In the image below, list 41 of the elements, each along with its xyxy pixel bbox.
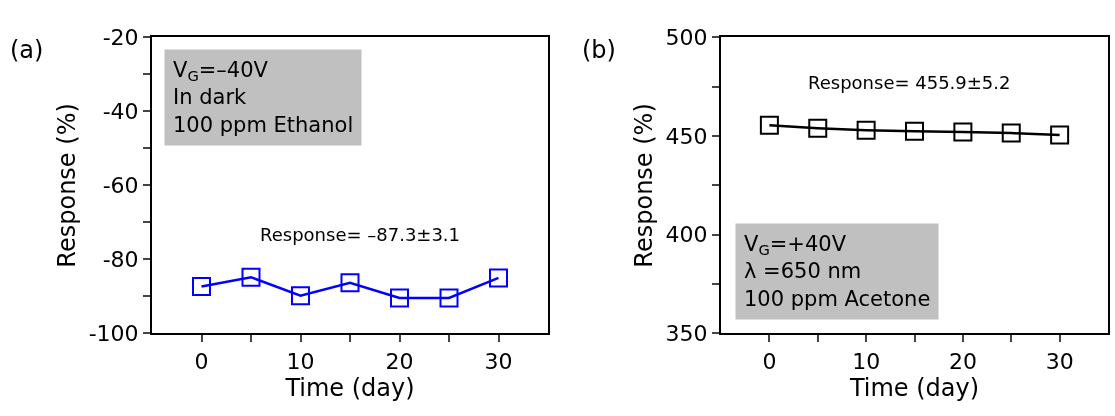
point: [905, 121, 924, 141]
point: [192, 276, 211, 296]
x-tick-label: 10: [286, 348, 315, 374]
x-axis-title: Time (day): [284, 373, 415, 402]
point: [489, 268, 508, 288]
point: [1050, 125, 1070, 145]
x-tick-label: 10: [852, 348, 881, 374]
point: [953, 122, 973, 142]
y-tick-label: 500: [665, 25, 708, 51]
point: [808, 118, 828, 138]
y-tick-label: -60: [102, 173, 139, 199]
x-tick-label: 30: [1045, 348, 1074, 374]
y-tick-label: 450: [665, 123, 708, 149]
y-tick-label: -40: [102, 99, 139, 125]
x-tick-label: 0: [762, 348, 777, 374]
point: [1001, 123, 1021, 143]
x-tick-label: 30: [484, 348, 513, 374]
point: [291, 286, 310, 306]
y-tick-label: -80: [102, 247, 139, 273]
point: [856, 120, 876, 140]
text: (b): [582, 36, 616, 64]
y-tick-label: -100: [88, 321, 139, 347]
y-tick-label: -20: [102, 25, 139, 51]
annotation: V$_{G}$=+40V λ =650 nm 100 ppm Acetone: [744, 232, 931, 311]
y-axis-title: Response (%): [630, 103, 659, 268]
point: [390, 288, 409, 308]
y-tick-label: 400: [665, 222, 708, 248]
point: [340, 273, 360, 293]
point: [241, 267, 261, 287]
text: (a): [10, 36, 44, 64]
annotation: Response= 455.9±5.2: [808, 72, 1011, 93]
x-tick-label: 20: [948, 348, 977, 374]
x-axis-title: Time (day): [848, 373, 980, 402]
annotation: V$_{G}$=–40V In dark 100 ppm Ethanol: [173, 58, 354, 137]
x-tick-label: 20: [385, 348, 414, 374]
annotation: Response= –87.3±3.1: [260, 224, 461, 245]
x-tick-label: 0: [194, 348, 209, 374]
point: [759, 115, 779, 135]
point: [439, 288, 459, 308]
y-tick-label: 350: [665, 321, 708, 347]
y-axis-title: Response (%): [53, 103, 82, 268]
